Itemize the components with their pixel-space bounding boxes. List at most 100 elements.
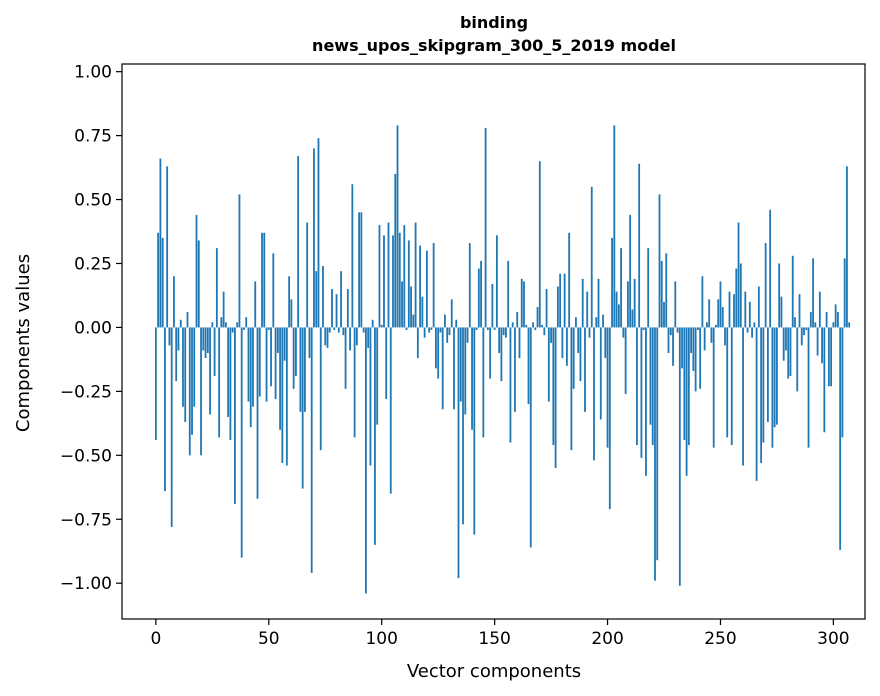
bar-series (154, 125, 851, 594)
bar-component-185 (572, 327, 575, 389)
bar-component-56 (281, 327, 284, 463)
bar-component-131 (450, 299, 453, 328)
bar-component-21 (202, 327, 205, 351)
x-tick-label: 300 (817, 629, 849, 649)
bar-component-283 (794, 317, 796, 328)
bar-component-188 (579, 327, 582, 382)
bar-component-163 (523, 281, 525, 328)
bar-component-268 (760, 327, 763, 463)
bar-component-48 (263, 232, 266, 328)
bar-component-155 (505, 327, 507, 338)
bar-component-199 (604, 327, 607, 359)
bar-component-129 (446, 327, 449, 343)
y-tick-label: −0.50 (60, 446, 112, 466)
bar-component-161 (518, 327, 521, 359)
bar-component-226 (665, 253, 668, 328)
bar-component-14 (186, 312, 189, 328)
bar-component-108 (398, 232, 401, 328)
bar-component-104 (389, 327, 392, 494)
plot-area-frame (121, 63, 866, 620)
bar-component-290 (809, 312, 812, 328)
bar-component-182 (565, 327, 568, 366)
bar-component-247 (712, 327, 715, 448)
bar-component-176 (552, 327, 555, 446)
bar-component-168 (534, 327, 537, 330)
bar-component-189 (581, 278, 584, 328)
bar-component-288 (805, 327, 808, 330)
bar-component-256 (733, 294, 735, 328)
bar-component-265 (753, 322, 756, 328)
bar-component-114 (412, 314, 415, 328)
bar-component-43 (252, 327, 254, 407)
y-tick-label: 0.25 (74, 254, 112, 274)
bar-component-109 (401, 281, 403, 328)
chart-title-line-2: news_upos_skipgram_300_5_2019 model (312, 36, 676, 55)
bar-component-1 (157, 232, 160, 328)
bar-component-222 (656, 327, 659, 561)
bar-component-230 (674, 281, 677, 328)
bar-component-105 (392, 235, 394, 328)
bar-component-186 (575, 317, 577, 328)
bar-component-195 (595, 317, 598, 328)
bar-component-89 (355, 327, 358, 346)
bar-component-92 (362, 327, 365, 333)
bar-component-166 (529, 327, 532, 548)
bar-component-132 (453, 327, 455, 410)
bar-component-74 (322, 266, 324, 328)
bar-component-0 (154, 327, 157, 440)
bar-component-184 (570, 327, 573, 451)
bar-component-264 (751, 327, 753, 338)
bar-component-107 (396, 125, 399, 328)
bar-component-91 (360, 212, 363, 328)
bar-component-298 (827, 327, 830, 387)
bar-component-173 (545, 289, 548, 328)
bar-component-60 (290, 299, 293, 328)
bar-component-33 (229, 327, 232, 440)
bar-component-95 (369, 327, 372, 466)
x-tick-label: 0 (150, 629, 161, 649)
bar-component-140 (471, 327, 473, 430)
bar-component-260 (742, 327, 744, 466)
bar-component-135 (459, 327, 462, 402)
bar-component-211 (631, 309, 634, 328)
bar-component-150 (493, 327, 496, 330)
bar-component-85 (346, 289, 349, 328)
bar-component-241 (699, 327, 702, 389)
bar-component-138 (466, 327, 469, 343)
bar-component-69 (310, 327, 313, 573)
bar-component-174 (547, 327, 550, 402)
bar-component-215 (640, 327, 643, 458)
bar-component-36 (236, 322, 239, 328)
bar-component-276 (778, 263, 781, 328)
bar-component-278 (782, 327, 785, 361)
bar-component-87 (351, 184, 354, 328)
bar-component-225 (663, 301, 665, 328)
bar-component-242 (701, 276, 704, 328)
bar-component-78 (331, 289, 333, 328)
bar-component-44 (254, 281, 257, 328)
bar-component-300 (832, 322, 835, 328)
bar-component-54 (276, 327, 279, 354)
bar-component-145 (482, 327, 485, 438)
bar-component-25 (211, 322, 214, 328)
bar-component-19 (197, 240, 200, 328)
bar-component-285 (798, 294, 801, 328)
bar-component-124 (435, 327, 437, 369)
bar-component-280 (787, 327, 790, 379)
bar-component-68 (308, 327, 311, 359)
bar-component-196 (597, 278, 600, 328)
bar-component-210 (629, 214, 632, 328)
bar-component-175 (550, 327, 552, 343)
bar-component-146 (484, 127, 487, 328)
bar-component-76 (326, 327, 329, 348)
bar-component-40 (245, 317, 248, 328)
bar-component-158 (511, 322, 514, 328)
bar-component-103 (387, 222, 390, 328)
bar-component-240 (696, 327, 699, 330)
bar-component-172 (543, 327, 546, 336)
bar-component-49 (265, 327, 268, 402)
bar-component-53 (274, 327, 277, 400)
bar-component-267 (757, 286, 760, 328)
bar-component-305 (843, 258, 846, 328)
y-axis-label: Components values (13, 254, 34, 432)
